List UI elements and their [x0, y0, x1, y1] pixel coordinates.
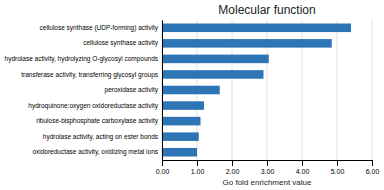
x-tick-label: 6.00 — [366, 168, 380, 175]
x-tick-label: 2.00 — [226, 168, 240, 175]
x-tick-mark — [232, 160, 233, 166]
x-tick-mark — [337, 160, 338, 166]
x-tick-label: 0.00 — [156, 168, 170, 175]
grid-line — [162, 20, 163, 160]
x-tick-mark — [372, 160, 373, 166]
bar — [162, 70, 264, 79]
y-axis: cellulose synthase (UDP-forming) activit… — [5, 21, 163, 161]
x-tick: 6.00 — [366, 160, 380, 175]
x-tick: 0.00 — [156, 160, 170, 175]
chart-svg: 0.00 1.00 2.00 3.00 4.00 5.00 6.00 cellulose sy… — [0, 0, 384, 190]
y-tick-label: ribulose-bisphosphate carboxylase activi… — [36, 117, 159, 125]
y-tick: transferase activity, transferring glyco… — [21, 71, 162, 79]
bar — [162, 101, 204, 110]
x-tick: 5.00 — [331, 160, 345, 175]
x-tick-mark — [302, 160, 303, 166]
y-tick-label: transferase activity, transferring glyco… — [21, 71, 159, 79]
grid-line — [372, 20, 373, 160]
plot-area: 0.00 1.00 2.00 3.00 4.00 5.00 6.00 cellulose sy… — [5, 20, 380, 175]
x-tick-mark — [197, 160, 198, 166]
x-axis: 0.00 1.00 2.00 3.00 4.00 5.00 6.00 — [156, 160, 380, 175]
x-tick: 4.00 — [296, 160, 310, 175]
y-tick: cellulose synthase activity — [83, 39, 162, 47]
bar — [162, 39, 332, 48]
x-tick-label: 3.00 — [261, 168, 275, 175]
chart-container: 0.00 1.00 2.00 3.00 4.00 5.00 6.00 cellulose sy… — [0, 0, 384, 190]
x-tick-mark — [267, 160, 268, 166]
x-tick-label: 5.00 — [331, 168, 345, 175]
y-tick-label: cellulose synthase activity — [83, 39, 159, 47]
x-tick: 1.00 — [191, 160, 205, 175]
y-axis-line — [162, 21, 163, 161]
y-tick: hydroquinone:oxygen oxidoreductase activ… — [28, 102, 162, 110]
y-tick: hydrolase activity, acting on ester bond… — [43, 133, 162, 141]
bar — [162, 86, 220, 95]
x-tick: 3.00 — [261, 160, 275, 175]
x-axis-label: Go fold enrichment value — [223, 178, 312, 187]
grid-line — [337, 20, 338, 160]
x-tick-label: 4.00 — [296, 168, 310, 175]
x-tick: 2.00 — [226, 160, 240, 175]
y-tick-label: oxidoreductase activity, oxidizing metal… — [32, 148, 158, 156]
y-tick-label: cellulose synthase (UDP-forming) activit… — [40, 24, 159, 32]
y-tick: ribulose-bisphosphate carboxylase activi… — [36, 117, 162, 125]
bar — [162, 148, 197, 157]
bars — [162, 24, 351, 157]
grid — [162, 20, 372, 160]
bar — [162, 132, 199, 141]
y-tick: oxidoreductase activity, oxidizing metal… — [32, 148, 162, 156]
y-tick-label: peroxidase activity — [105, 86, 159, 94]
x-tick-mark — [162, 160, 163, 166]
title: Molecular function — [218, 3, 315, 17]
y-tick-label: hydroquinone:oxygen oxidoreductase activ… — [28, 102, 158, 110]
y-tick: cellulose synthase (UDP-forming) activit… — [40, 24, 162, 32]
y-tick: hydrolase activity, hydrolyzing O-glycos… — [5, 55, 162, 63]
x-tick-label: 1.00 — [191, 168, 205, 175]
y-tick: peroxidase activity — [105, 86, 162, 94]
y-tick-label: hydrolase activity, acting on ester bond… — [43, 133, 159, 141]
bar — [162, 117, 201, 126]
y-tick-label: hydrolase activity, hydrolyzing O-glycos… — [5, 55, 159, 63]
bar — [162, 55, 269, 64]
bar — [162, 24, 351, 33]
